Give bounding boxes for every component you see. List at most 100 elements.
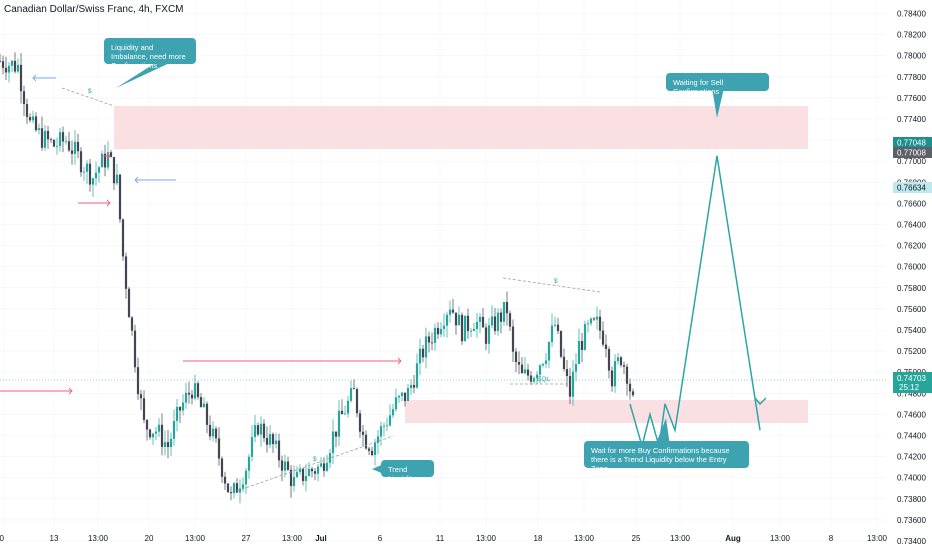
candle bbox=[289, 465, 293, 498]
candle bbox=[469, 327, 473, 338]
price-axis-tick: 0.78000 bbox=[897, 52, 926, 61]
time-axis-tick: 8 bbox=[829, 534, 834, 543]
candle bbox=[325, 455, 329, 473]
price-tag-level: 0.76634 bbox=[893, 182, 932, 193]
candle bbox=[316, 463, 320, 482]
candle bbox=[151, 433, 155, 445]
price-axis-tick: 0.75600 bbox=[897, 305, 926, 314]
candle bbox=[547, 341, 551, 369]
candle bbox=[199, 393, 203, 408]
callout-liquidity-imbalance: Liquidity and Imbalance, need more Confi… bbox=[104, 38, 196, 70]
candle bbox=[70, 140, 74, 165]
candle bbox=[358, 410, 362, 439]
candle bbox=[271, 432, 275, 454]
candle bbox=[472, 322, 476, 332]
candle bbox=[586, 319, 590, 333]
candle bbox=[346, 396, 350, 418]
candle bbox=[226, 483, 230, 493]
candle bbox=[286, 456, 290, 471]
price-axis-tick: 0.78200 bbox=[897, 31, 926, 40]
candle bbox=[583, 320, 587, 351]
candle bbox=[298, 464, 302, 476]
candle bbox=[0, 53, 2, 63]
candle bbox=[376, 429, 380, 455]
candle bbox=[112, 156, 116, 191]
candle bbox=[478, 313, 482, 334]
price-axis-tick: 0.75200 bbox=[897, 347, 926, 356]
projection-arrowhead bbox=[754, 397, 767, 406]
red-arrow-4 bbox=[183, 357, 402, 365]
candle bbox=[205, 401, 209, 434]
candle bbox=[517, 351, 521, 375]
candle bbox=[433, 323, 437, 351]
candle bbox=[19, 52, 23, 104]
candle bbox=[460, 312, 464, 345]
candle bbox=[466, 308, 470, 339]
candle bbox=[1, 55, 5, 75]
candle bbox=[268, 425, 272, 449]
time-axis[interactable]: :00 13 13:00 20 13:00 27 13:00 Jul 6 11 13:00 18 13:… bbox=[0, 534, 888, 543]
candle bbox=[619, 355, 623, 368]
candle bbox=[418, 338, 422, 376]
blue-arrow-1 bbox=[32, 74, 56, 82]
candle bbox=[211, 421, 215, 442]
price-axis-tick: 0.77600 bbox=[897, 94, 926, 103]
candle bbox=[541, 362, 545, 368]
time-axis-tick: Aug bbox=[725, 534, 741, 543]
candle bbox=[340, 399, 344, 415]
time-axis-tick: 13:00 bbox=[185, 534, 206, 543]
time-axis-tick: 18 bbox=[534, 534, 543, 543]
candle bbox=[409, 379, 413, 396]
candle bbox=[385, 417, 389, 432]
candle bbox=[235, 478, 239, 493]
sell-zone bbox=[114, 106, 808, 149]
candle bbox=[415, 353, 419, 389]
candles-layer bbox=[0, 52, 635, 504]
candle bbox=[154, 426, 158, 441]
candle bbox=[493, 307, 497, 335]
candle bbox=[91, 177, 95, 198]
candle bbox=[394, 388, 398, 412]
candle bbox=[505, 291, 509, 326]
candle bbox=[178, 406, 182, 423]
candle bbox=[97, 165, 101, 183]
candle bbox=[46, 125, 50, 149]
projection-path bbox=[629, 155, 761, 449]
candle bbox=[127, 286, 131, 318]
candle bbox=[67, 131, 71, 153]
red-arrow-1 bbox=[101, 152, 111, 160]
candle bbox=[370, 446, 374, 457]
candle bbox=[406, 384, 410, 402]
candle bbox=[511, 319, 515, 362]
candle bbox=[571, 360, 575, 406]
candle bbox=[487, 317, 491, 354]
candle bbox=[295, 466, 299, 479]
candle bbox=[64, 135, 68, 145]
candle bbox=[523, 356, 527, 375]
candle bbox=[169, 432, 173, 456]
red-arrow-2 bbox=[78, 199, 111, 207]
eql-label: EQL bbox=[537, 376, 550, 383]
price-axis[interactable]: 0.78400 0.78200 0.78000 0.77800 0.77600 0.774… bbox=[897, 10, 926, 550]
candle bbox=[526, 363, 530, 381]
candle bbox=[598, 309, 602, 340]
candle bbox=[559, 330, 563, 359]
candle bbox=[613, 354, 617, 393]
price-axis-tick: 0.74400 bbox=[897, 432, 926, 441]
candle bbox=[448, 300, 452, 323]
candle bbox=[382, 422, 386, 437]
candle bbox=[160, 413, 164, 456]
candle bbox=[61, 126, 65, 153]
candle bbox=[400, 391, 404, 401]
candle bbox=[253, 414, 257, 443]
candle bbox=[22, 85, 26, 117]
candle bbox=[244, 467, 248, 494]
time-axis-tick: 13:00 bbox=[770, 534, 791, 543]
candle bbox=[508, 310, 512, 331]
candle bbox=[403, 392, 407, 407]
candle bbox=[148, 428, 152, 440]
candle bbox=[337, 400, 341, 447]
candle bbox=[145, 418, 149, 441]
candle bbox=[514, 347, 518, 373]
